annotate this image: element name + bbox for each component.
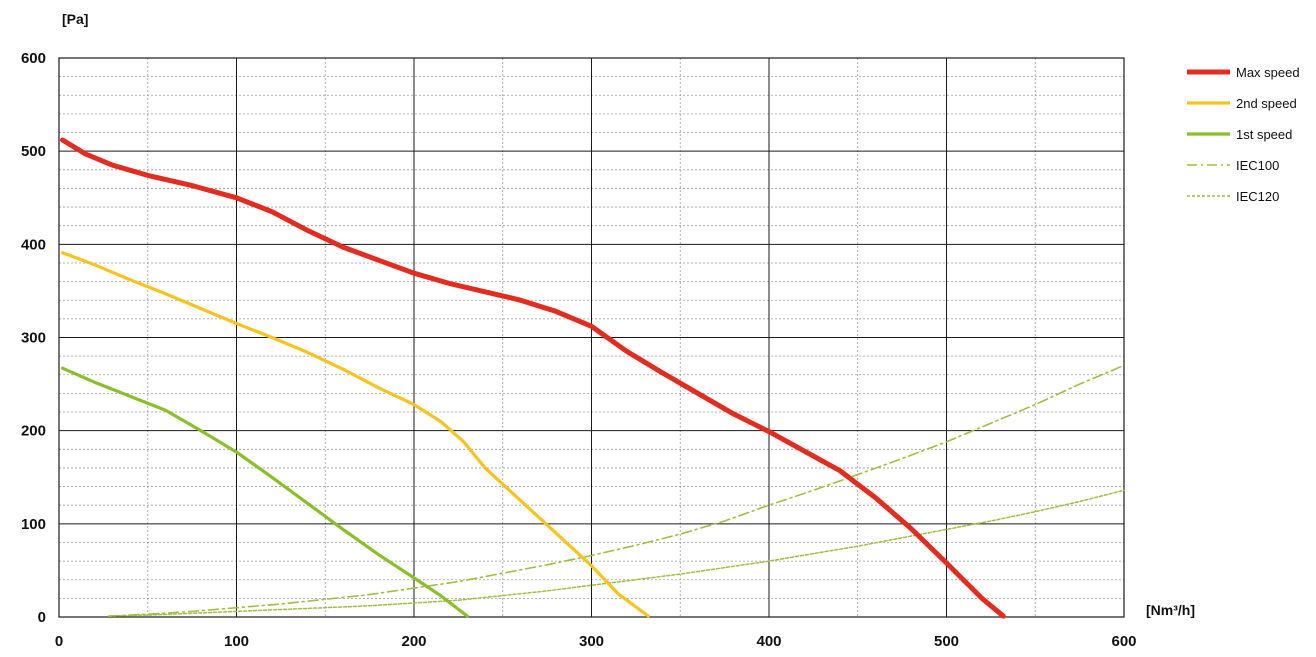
- x-tick-label: 600: [1111, 633, 1136, 650]
- y-tick-label: 400: [21, 236, 46, 253]
- x-tick-label: 500: [934, 633, 959, 650]
- plot-frame: [58, 57, 1125, 618]
- legend-label: 2nd speed: [1236, 96, 1297, 111]
- x-tick-label: 100: [224, 633, 249, 650]
- x-tick-label: 300: [579, 633, 604, 650]
- x-tick-label: 400: [756, 633, 781, 650]
- series-line-iec120: [107, 489, 1125, 617]
- series-line-max-speed: [60, 137, 1006, 619]
- x-tick-label: 0: [55, 633, 63, 650]
- curves: [60, 137, 1125, 619]
- y-tick-label: 0: [38, 609, 46, 626]
- major-grid: [58, 57, 1125, 618]
- legend: Max speed 2nd speed 1st speed IEC100 IEC120: [1187, 65, 1300, 204]
- series-line-1st-speed: [60, 366, 469, 618]
- legend-label: Max speed: [1236, 65, 1300, 80]
- y-tick-label: 600: [21, 50, 46, 67]
- y-tick-label: 100: [21, 516, 46, 533]
- legend-label: 1st speed: [1236, 127, 1292, 142]
- y-tick-label: 200: [21, 423, 46, 440]
- tick-labels: 0 100 200 300 400 500 600 0 100 200 300 400 500 600: [21, 50, 1137, 650]
- legend-label: IEC120: [1236, 189, 1279, 204]
- series-line-iec100: [107, 364, 1125, 617]
- y-tick-label: 300: [21, 330, 46, 347]
- y-axis-unit-label: [Pa]: [62, 11, 88, 27]
- series-line-2nd-speed: [60, 251, 650, 618]
- legend-label: IEC100: [1236, 158, 1279, 173]
- y-tick-label: 500: [21, 143, 46, 160]
- x-tick-label: 200: [401, 633, 426, 650]
- x-axis-unit-label: [Nm³/h]: [1146, 602, 1195, 618]
